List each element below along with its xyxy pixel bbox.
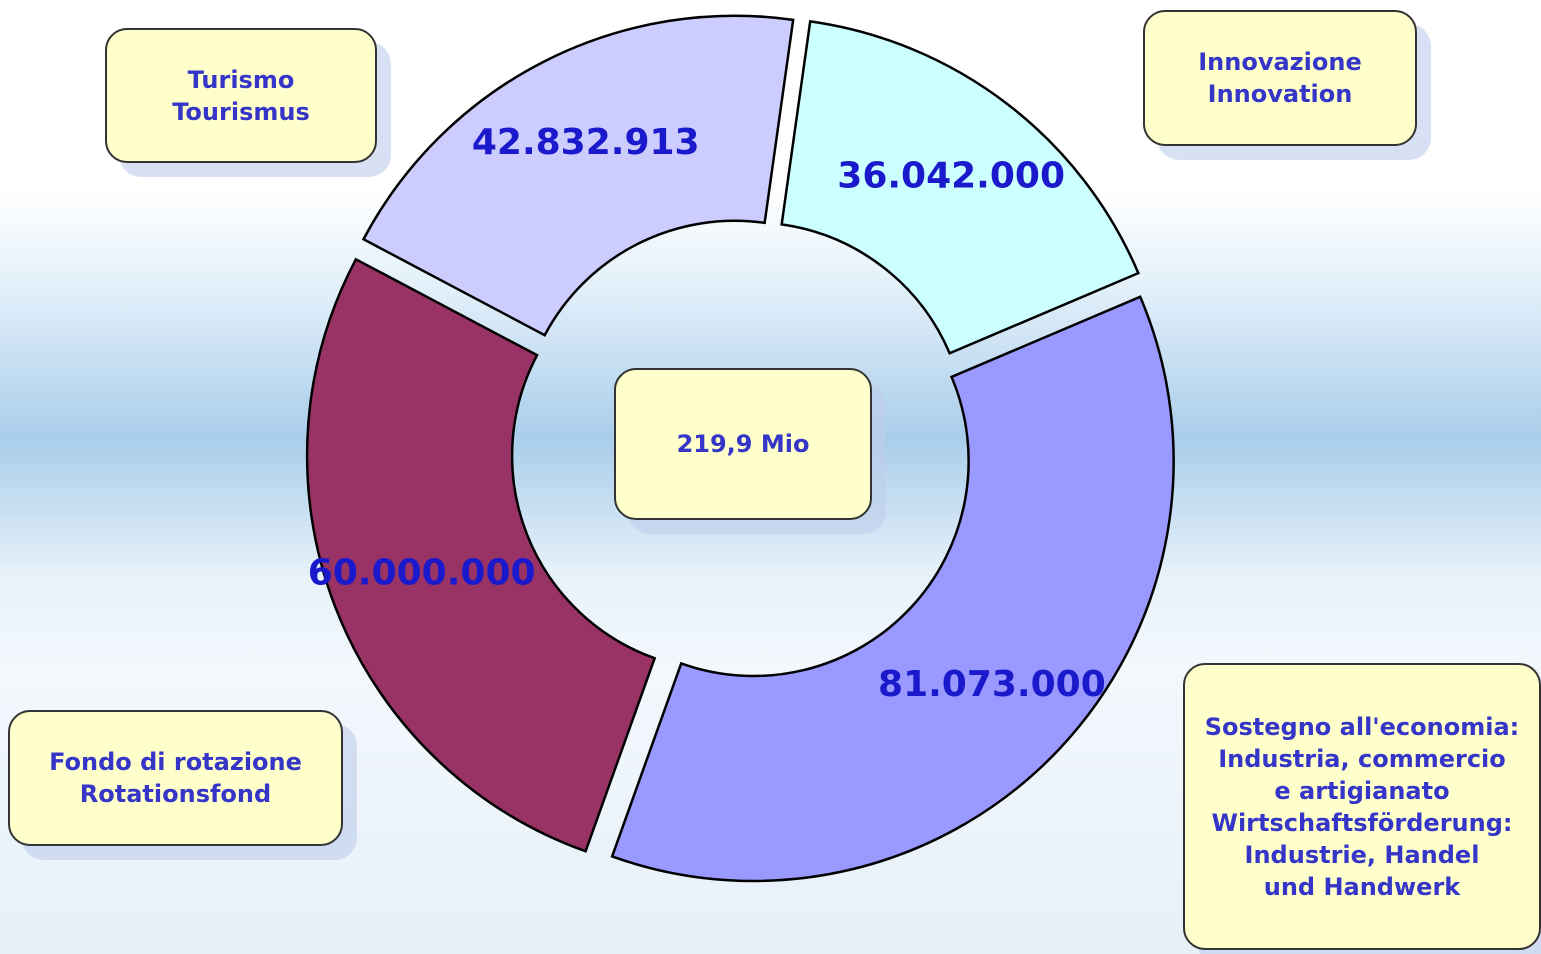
center-label: 219,9 Mio (614, 368, 872, 520)
category-label: Fondo di rotazione Rotationsfond (8, 710, 343, 846)
category-label: Turismo Tourismus (105, 28, 377, 163)
value-label: 36.042.000 (837, 155, 1065, 196)
value-label: 60.000.000 (308, 552, 536, 593)
category-label: Sostegno all'economia: Industria, commer… (1183, 663, 1541, 950)
donut-slice (361, 14, 795, 337)
donut-slice (305, 257, 657, 853)
value-label: 81.073.000 (878, 664, 1106, 705)
category-label: Innovazione Innovation (1143, 10, 1417, 146)
donut-slice (780, 19, 1140, 355)
donut-slice (610, 295, 1175, 883)
value-label: 42.832.913 (472, 122, 700, 163)
